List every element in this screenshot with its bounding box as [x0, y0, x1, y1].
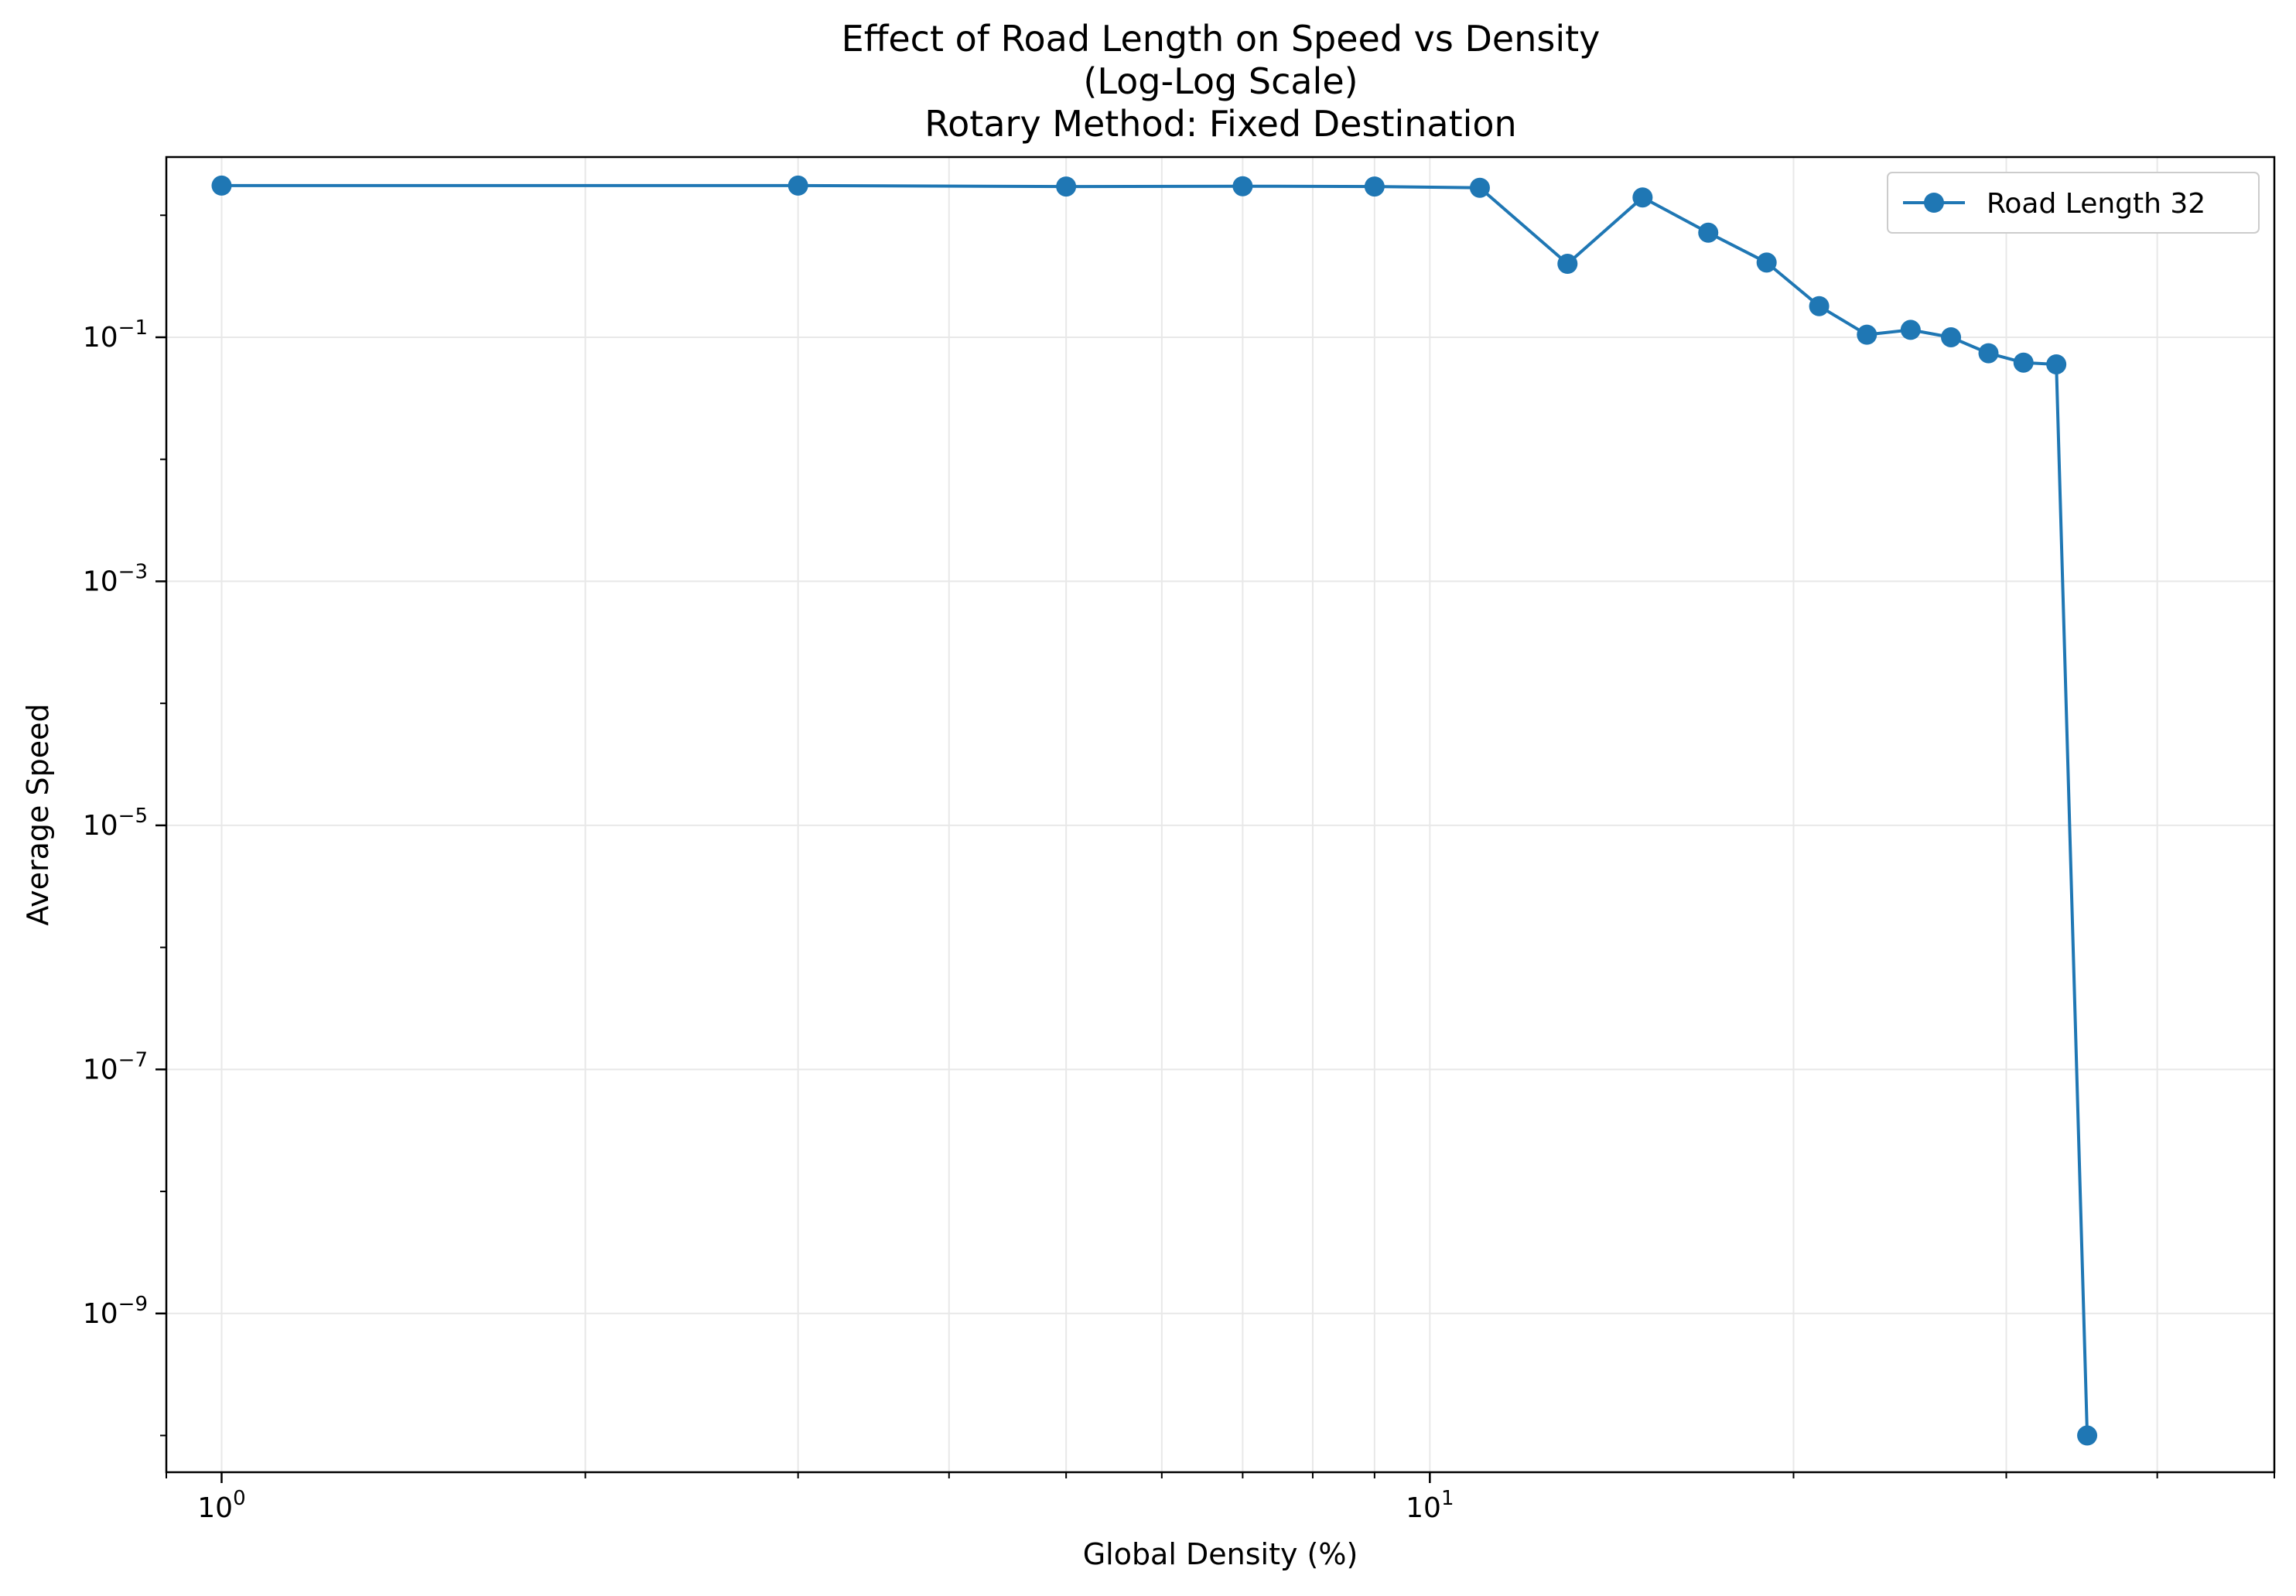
data-point[interactable] — [2077, 1425, 2098, 1446]
y-tick-label: 10−3 — [83, 560, 148, 597]
data-point[interactable] — [1857, 324, 1877, 345]
data-point[interactable] — [211, 175, 232, 196]
data-point[interactable] — [2046, 354, 2067, 374]
data-point[interactable] — [2013, 352, 2034, 373]
x-axis-label: Global Density (%) — [1083, 1537, 1358, 1571]
x-axis: 100 101 — [166, 1472, 2275, 1524]
legend[interactable]: Road Length 32 — [1887, 172, 2260, 234]
data-point[interactable] — [1941, 326, 1962, 347]
y-axis: 10−1 10−3 10−5 10−7 10−9 — [83, 214, 166, 1437]
chart-title: Effect of Road Length on Speed vs Densit… — [842, 18, 1601, 145]
data-point[interactable] — [1632, 187, 1653, 208]
chart-title-line: (Log-Log Scale) — [1083, 60, 1358, 102]
grid — [166, 157, 2275, 1472]
plot-frame — [165, 155, 2276, 1474]
y-tick-label: 10−5 — [83, 805, 148, 842]
y-tick-label: 10−7 — [83, 1048, 148, 1085]
data-point[interactable] — [1469, 177, 1490, 198]
legend-entry-label: Road Length 32 — [1987, 188, 2205, 220]
series-line — [221, 183, 2089, 1436]
data-point[interactable] — [1978, 343, 1999, 364]
data-point[interactable] — [1809, 296, 1830, 316]
series-layer — [211, 175, 2098, 1446]
data-point[interactable] — [1756, 252, 1777, 273]
data-point[interactable] — [1056, 176, 1077, 197]
y-tick-label: 10−1 — [83, 316, 148, 354]
legend-box — [1887, 172, 2260, 234]
legend-swatch-marker — [1924, 193, 1944, 213]
data-point[interactable] — [788, 175, 808, 196]
y-tick-label: 10−9 — [83, 1293, 148, 1330]
x-tick-label: 101 — [1406, 1487, 1454, 1524]
chart-title-line: Rotary Method: Fixed Destination — [924, 103, 1516, 145]
y-axis-label: Average Speed — [21, 703, 55, 925]
data-point[interactable] — [1364, 176, 1385, 197]
data-point[interactable] — [1557, 254, 1578, 275]
x-tick-label: 100 — [197, 1487, 245, 1524]
chart-title-line: Effect of Road Length on Speed vs Densit… — [842, 18, 1601, 60]
data-point[interactable] — [1698, 222, 1719, 243]
data-point[interactable] — [1232, 176, 1253, 197]
data-point[interactable] — [1900, 320, 1921, 340]
